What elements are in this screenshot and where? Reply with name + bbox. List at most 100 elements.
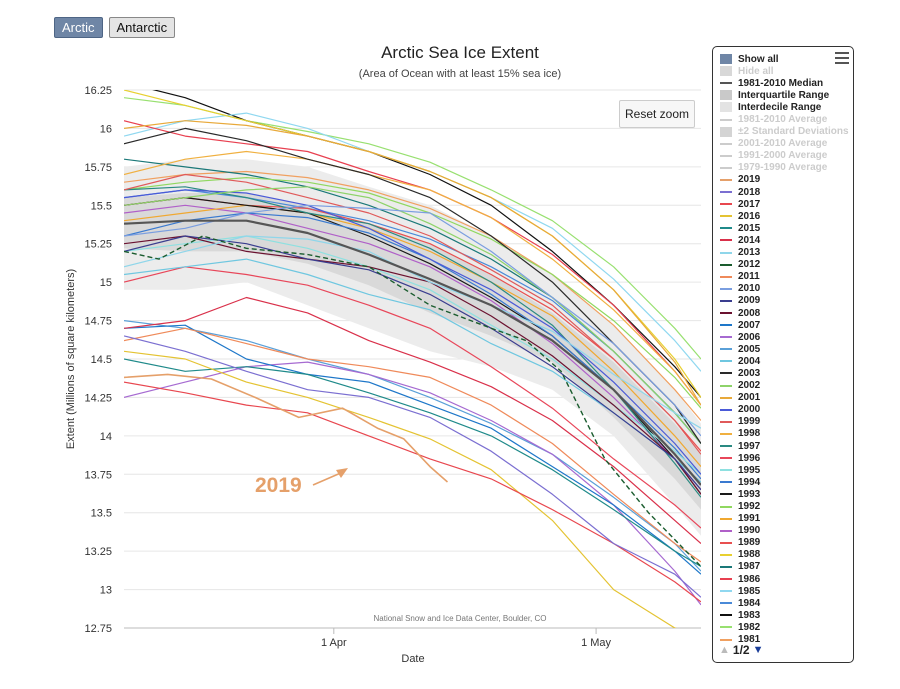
y-tick-label: 14.75 — [84, 316, 112, 328]
legend-pagination: ▲ 1/2 ▼ — [719, 643, 763, 657]
legend-swatch — [720, 481, 732, 484]
legend-label: 2006 — [738, 331, 761, 343]
legend-swatch — [720, 126, 732, 137]
legend-item[interactable]: 2004 — [720, 355, 851, 367]
legend-label: 2012 — [738, 259, 761, 271]
legend-label: 2017 — [738, 198, 761, 210]
series-line-2001 — [124, 120, 701, 406]
series-line-2007 — [124, 324, 701, 575]
legend-item[interactable]: 2008 — [720, 307, 851, 319]
legend-item[interactable]: 1989 — [720, 537, 851, 549]
legend-item[interactable]: 2014 — [720, 234, 851, 246]
legend-item[interactable]: 2009 — [720, 295, 851, 307]
legend-item[interactable]: 1991 — [720, 513, 851, 525]
legend-item[interactable]: 2002 — [720, 380, 851, 392]
y-tick-label: 16 — [100, 123, 112, 135]
legend-item[interactable]: 2016 — [720, 210, 851, 222]
legend-item[interactable]: 2015 — [720, 222, 851, 234]
legend-swatch — [720, 384, 732, 387]
legend-swatch — [720, 360, 732, 363]
y-tick-label: 16.25 — [84, 85, 112, 97]
legend-item[interactable]: 1983 — [720, 609, 851, 621]
y-tick-label: 13 — [100, 585, 112, 597]
legend-item[interactable]: ±2 Standard Deviations — [720, 126, 851, 138]
legend-item[interactable]: Interdecile Range — [720, 101, 851, 113]
legend-swatch — [720, 626, 732, 629]
legend-item[interactable]: 2006 — [720, 331, 851, 343]
series-line-2002 — [124, 186, 701, 444]
tab-arctic[interactable]: Arctic — [54, 17, 103, 38]
legend-item[interactable]: 1998 — [720, 428, 851, 440]
legend-item[interactable]: Interquartile Range — [720, 89, 851, 101]
legend-item[interactable]: 1992 — [720, 500, 851, 512]
series-line-1990 — [124, 204, 701, 491]
legend-item[interactable]: 1979-1990 Average — [720, 162, 851, 174]
legend-swatch — [720, 517, 732, 520]
legend-swatch — [720, 191, 732, 194]
x-axis-label: Date — [401, 653, 424, 665]
page-up-icon[interactable]: ▲ — [719, 644, 730, 656]
legend-item[interactable]: 2013 — [720, 247, 851, 259]
legend-item[interactable]: 1984 — [720, 597, 851, 609]
legend-item[interactable]: 2012 — [720, 259, 851, 271]
legend-label: 2004 — [738, 355, 761, 367]
legend-item[interactable]: 2001 — [720, 392, 851, 404]
menu-icon[interactable] — [835, 52, 849, 67]
legend-item[interactable]: Show all — [720, 53, 851, 65]
legend-item[interactable]: 1995 — [720, 464, 851, 476]
legend-item[interactable]: 1981 — [720, 634, 851, 646]
legend-item[interactable]: 2007 — [720, 319, 851, 331]
legend-item[interactable]: 2005 — [720, 343, 851, 355]
legend-label: 1991-2000 Average — [738, 150, 828, 162]
legend-item[interactable]: 1990 — [720, 525, 851, 537]
legend-swatch — [720, 166, 732, 169]
series-line-1981-2010-median — [124, 219, 701, 486]
legend-item[interactable]: 1994 — [720, 476, 851, 488]
legend-item[interactable]: 1997 — [720, 440, 851, 452]
legend-item[interactable]: 2011 — [720, 271, 851, 283]
legend-item[interactable]: 1991-2000 Average — [720, 150, 851, 162]
legend-item[interactable]: 2003 — [720, 367, 851, 379]
legend-item[interactable]: 1987 — [720, 561, 851, 573]
page-down-icon[interactable]: ▼ — [752, 644, 764, 656]
legend-item[interactable]: 1999 — [720, 416, 851, 428]
legend-item[interactable]: 2010 — [720, 283, 851, 295]
legend-item[interactable]: 2018 — [720, 186, 851, 198]
legend-label: 2015 — [738, 222, 761, 234]
legend-swatch — [720, 565, 732, 568]
legend-item[interactable]: 2000 — [720, 404, 851, 416]
series-line-2006 — [124, 361, 701, 606]
legend-item[interactable]: 1981-2010 Median — [720, 77, 851, 89]
legend-label: 2005 — [738, 343, 761, 355]
legend-label: 1985 — [738, 585, 761, 597]
legend-item[interactable]: 1988 — [720, 549, 851, 561]
legend-swatch — [720, 348, 732, 351]
series-line-2010 — [124, 204, 701, 437]
legend-label: 2009 — [738, 295, 761, 307]
series-line-2019 — [124, 373, 449, 483]
legend-swatch — [720, 553, 732, 556]
legend-label: 1996 — [738, 452, 761, 464]
tab-antarctic[interactable]: Antarctic — [108, 17, 176, 38]
legend-item[interactable]: 1985 — [720, 585, 851, 597]
reset-zoom-button[interactable]: Reset zoom — [619, 100, 695, 128]
legend-item[interactable]: 1993 — [720, 488, 851, 500]
legend-item[interactable]: 2019 — [720, 174, 851, 186]
y-tick-label: 14.25 — [84, 392, 112, 404]
legend-item[interactable]: 1982 — [720, 621, 851, 633]
legend-item[interactable]: 1996 — [720, 452, 851, 464]
legend-label: 1997 — [738, 440, 761, 452]
legend-label: 1982 — [738, 621, 761, 633]
series-line-1998 — [124, 150, 701, 406]
series-line-1996 — [124, 266, 701, 529]
legend-swatch — [720, 541, 732, 544]
legend-label: 1986 — [738, 573, 761, 585]
legend-item[interactable]: Hide all — [720, 65, 851, 77]
y-ticks: 16.25 16 15.75 15.5 15.25 15 14.75 14.5 14.25 14 1… — [84, 85, 112, 635]
legend-swatch — [720, 203, 732, 206]
legend-swatch — [720, 90, 732, 101]
legend-item[interactable]: 1986 — [720, 573, 851, 585]
legend-item[interactable]: 1981-2010 Average — [720, 113, 851, 125]
legend-item[interactable]: 2001-2010 Average — [720, 138, 851, 150]
legend-item[interactable]: 2017 — [720, 198, 851, 210]
